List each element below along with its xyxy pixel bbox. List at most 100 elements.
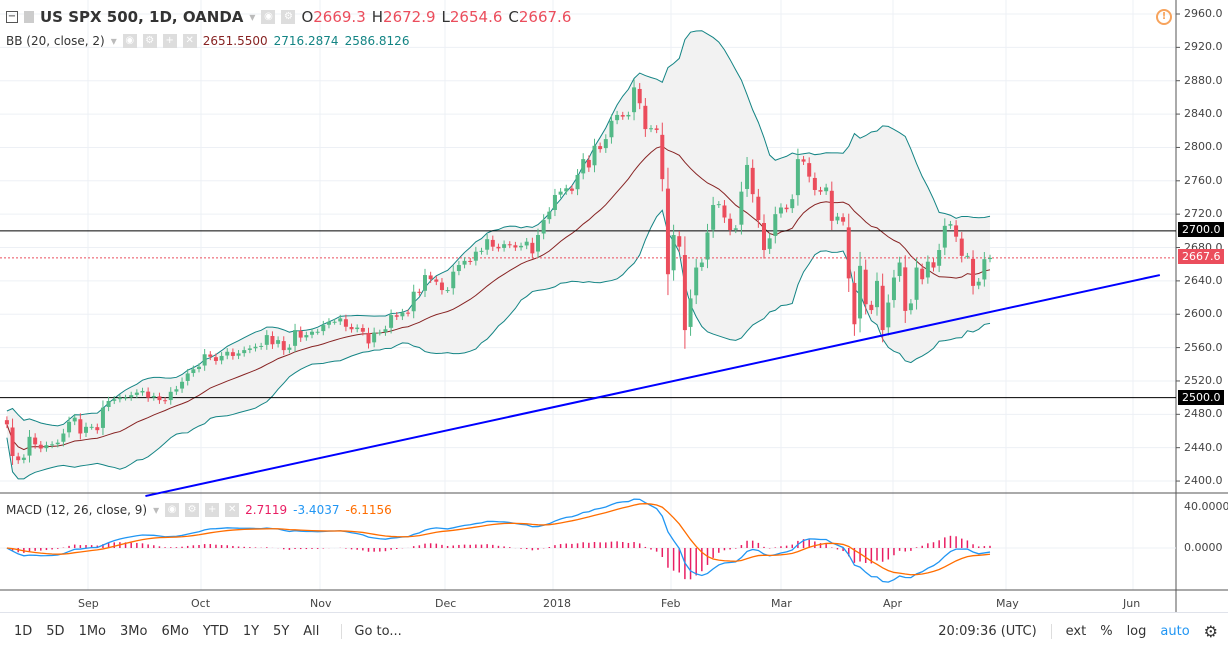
candle-body: [869, 304, 874, 311]
price-tick: 2920.0: [1184, 40, 1223, 54]
candle-body: [530, 242, 535, 254]
candle-body: [982, 259, 987, 280]
candle-body: [174, 389, 179, 392]
candle-body: [988, 257, 992, 260]
range-3mo[interactable]: 3Mo: [120, 624, 148, 639]
range-all[interactable]: All: [303, 624, 320, 639]
candle-body: [490, 239, 495, 247]
symbol-title[interactable]: US SPX 500, 1D, OANDA: [40, 8, 244, 26]
candle-body: [858, 265, 863, 319]
macd-signal-value: -6.1156: [345, 503, 392, 517]
candle-body: [564, 188, 569, 192]
candle-body: [880, 285, 885, 331]
candle-body: [954, 225, 959, 237]
candle-body: [886, 302, 891, 328]
log-toggle[interactable]: log: [1126, 624, 1147, 639]
candle-body: [293, 330, 298, 346]
candle-body: [423, 275, 427, 291]
candle-body: [705, 232, 710, 260]
candle-body: [185, 373, 190, 381]
candle-body: [931, 262, 936, 268]
percent-toggle[interactable]: %: [1100, 624, 1113, 639]
candle-body: [100, 407, 105, 428]
plus-icon[interactable]: +: [205, 503, 220, 517]
candle-body: [745, 164, 750, 189]
candle-body: [338, 318, 343, 322]
candle-body: [790, 199, 795, 209]
candle-body: [16, 456, 21, 461]
close-label: C: [508, 8, 519, 26]
level-tag-2500: 2500.0: [1178, 390, 1224, 405]
macd-label[interactable]: MACD (12, 26, close, 9): [6, 503, 148, 517]
candle-body: [151, 395, 156, 398]
candle-body: [213, 357, 218, 361]
time-tick: Nov: [310, 597, 332, 610]
candle-body: [417, 291, 422, 293]
range-1mo[interactable]: 1Mo: [78, 624, 107, 639]
macd-tick: 40.0000: [1184, 500, 1228, 513]
candle-body: [372, 332, 377, 343]
gear-icon[interactable]: ⚙: [281, 10, 296, 24]
candle-body: [326, 321, 331, 325]
alert-icon[interactable]: !: [1156, 9, 1172, 25]
eye-icon[interactable]: ◉: [165, 503, 180, 517]
candle-body: [157, 396, 162, 401]
bb-label[interactable]: BB (20, close, 2): [6, 34, 105, 48]
close-value: 2667.6: [518, 8, 572, 26]
auto-toggle[interactable]: auto: [1160, 624, 1190, 639]
candle-body: [225, 351, 230, 356]
chevron-down-icon[interactable]: ▾: [153, 503, 160, 517]
candle-body: [891, 277, 896, 301]
gear-icon[interactable]: ⚙: [142, 34, 157, 48]
candle-body: [795, 159, 800, 196]
range-1y[interactable]: 1Y: [242, 624, 260, 639]
candle-body: [519, 245, 524, 248]
price-chart[interactable]: [0, 0, 1228, 612]
candle-body: [496, 246, 501, 249]
price-tick: 2560.0: [1184, 340, 1223, 354]
range-5y[interactable]: 5Y: [273, 624, 290, 639]
last-price-tag: 2667.6: [1178, 249, 1224, 264]
candle-body: [959, 238, 964, 256]
eye-icon[interactable]: ◉: [122, 34, 137, 48]
candle-body: [615, 114, 620, 121]
ext-toggle[interactable]: ext: [1050, 624, 1086, 639]
plus-icon[interactable]: +: [162, 34, 177, 48]
candle-body: [733, 228, 738, 230]
gear-icon[interactable]: ⚙: [1203, 622, 1218, 641]
candle-body: [366, 332, 371, 344]
candle-body: [694, 267, 699, 296]
candle-body: [739, 191, 744, 225]
chevron-down-icon[interactable]: ▾: [249, 10, 256, 24]
candle-body: [626, 114, 631, 117]
candle-body: [971, 258, 976, 286]
eye-icon[interactable]: ◉: [261, 10, 276, 24]
collapse-icon[interactable]: −: [6, 11, 18, 23]
candle-body: [270, 336, 275, 345]
candle-body: [191, 369, 196, 374]
candle-body: [948, 224, 953, 226]
go-to-button[interactable]: Go to...: [341, 624, 402, 639]
close-icon[interactable]: ✕: [225, 503, 240, 517]
time-tick: Apr: [883, 597, 903, 610]
candle-body: [485, 239, 490, 250]
candle-body: [355, 327, 360, 330]
time-tick: Oct: [191, 597, 211, 610]
candle-body: [394, 315, 399, 317]
range-5d[interactable]: 5D: [46, 624, 65, 639]
candle-body: [812, 177, 817, 190]
candle-body: [10, 427, 15, 457]
range-ytd[interactable]: YTD: [202, 624, 229, 639]
candle-body: [360, 328, 365, 332]
candle-body: [976, 281, 981, 286]
candle-body: [643, 105, 648, 130]
candle-body: [807, 163, 812, 177]
range-1d[interactable]: 1D: [14, 624, 33, 639]
range-6mo[interactable]: 6Mo: [161, 624, 189, 639]
chevron-down-icon[interactable]: ▾: [110, 34, 117, 48]
candle-body: [649, 128, 653, 130]
candle-body: [400, 312, 405, 317]
gear-icon[interactable]: ⚙: [185, 503, 200, 517]
candle-body: [711, 204, 716, 230]
close-icon[interactable]: ✕: [182, 34, 197, 48]
